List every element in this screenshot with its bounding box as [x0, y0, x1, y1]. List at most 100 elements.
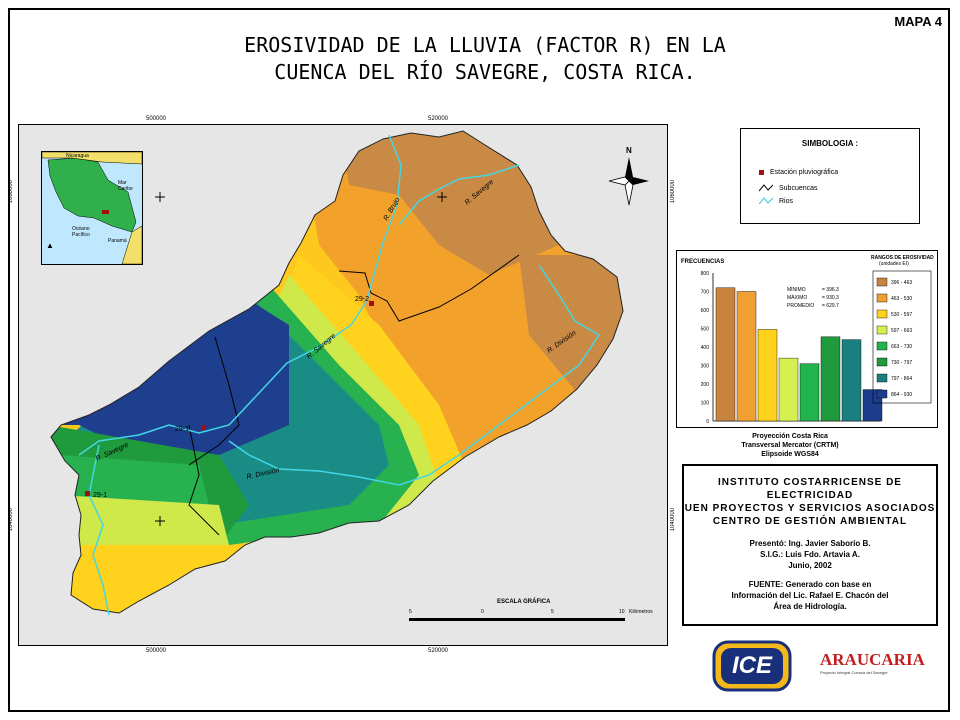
- chart-bar: [820, 336, 841, 422]
- legend-item-label: Estación pluviográfica: [770, 169, 839, 176]
- station-marker: [369, 301, 374, 306]
- projection-line: Elipsoide WGS84: [761, 451, 819, 458]
- credit-presento: Presentó: Ing. Javier Saborío B.: [749, 539, 871, 548]
- chart-legend-swatch: [876, 325, 888, 335]
- araucaria-subtitle: Proyecto Integral Cuenca del Savegre: [820, 670, 888, 675]
- scale-tick: 5: [551, 609, 554, 615]
- chart-legend-label: 730 - 797: [891, 360, 912, 366]
- inset-label-caribe: Mar Caribe: [118, 180, 133, 192]
- chart-legend-label: 463 - 530: [891, 296, 912, 302]
- chart-legend-label: 663 - 730: [891, 344, 912, 350]
- chart-y-tick-label: 800: [701, 271, 710, 277]
- chart-y-tick-label: 500: [701, 327, 710, 333]
- scale-tick: 10: [619, 609, 625, 615]
- chart-legend-subtitle: (unidades EI): [879, 261, 909, 267]
- map-title: EROSIVIDAD DE LA LLUVIA (FACTOR R) EN LA…: [215, 32, 755, 86]
- credit-date: Junio, 2002: [788, 561, 832, 570]
- projection-info: Proyección Costa Rica Transversal Mercat…: [690, 432, 890, 459]
- institution-line: CENTRO DE GESTIÓN AMBIENTAL: [712, 516, 908, 527]
- coord-x-bottom-left: 500000: [146, 648, 167, 654]
- chart-y-tick-label: 400: [701, 345, 710, 351]
- chart-y-tick-label: 300: [701, 364, 710, 370]
- chart-legend-swatch: [876, 373, 888, 383]
- chart-legend-swatch: [876, 341, 888, 351]
- grid-cross: [155, 192, 447, 526]
- inset-map: ▲ Nicaragua Mar Caribe Océano Pacífico P…: [41, 151, 143, 265]
- scale-title: ESCALA GRÁFICA: [497, 598, 551, 605]
- chart-y-tick-label: 700: [701, 290, 710, 296]
- subbasin-line-icon: [759, 184, 773, 192]
- institution-box: INSTITUTO COSTARRICENSE DE ELECTRICIDAD …: [682, 464, 938, 626]
- chart-stat-label: PROMEDIO: [787, 303, 814, 309]
- chart-legend-swatch: [876, 293, 888, 303]
- projection-line: Transversal Mercator (CRTM): [741, 442, 839, 449]
- credit-sig: S.I.G.: Luis Fdo. Artavia A.: [760, 550, 860, 559]
- araucaria-logo-text: ARAUCARIA: [820, 650, 925, 669]
- chart-legend-swatch: [876, 277, 888, 287]
- scale-tick: 0: [481, 609, 484, 615]
- station-label: 29-1: [175, 426, 189, 433]
- legend-item-label: Rios: [779, 197, 794, 205]
- title-line-2: CUENCA DEL RÍO SAVEGRE, COSTA RICA.: [274, 60, 696, 84]
- station-marker: [201, 425, 206, 430]
- chart-legend-swatch: [876, 389, 888, 399]
- inset-label-panama: Panamá: [108, 238, 127, 244]
- chart-legend-box: [872, 270, 932, 404]
- scale-unit: Kilómetros: [629, 609, 653, 615]
- coord-x-top-left: 500000: [146, 116, 167, 122]
- frequency-chart: FRECUENCIAS 800 700 600 500 400 300 200 100 0 MÍNI…: [681, 255, 934, 425]
- chart-stat-label: MÁXIMO: [787, 294, 807, 301]
- river-savegre: [78, 134, 402, 456]
- subbasin-line: [188, 424, 220, 536]
- inset-label-pacifico: Océano Pacífico: [72, 226, 90, 238]
- chart-bar: [778, 357, 799, 422]
- station-square-icon: [759, 170, 764, 175]
- chart-ylabel: FRECUENCIAS: [681, 259, 724, 265]
- river-division: [228, 264, 601, 486]
- basin-map: 29-2 29-1 29-1 R. Brujo R. Savegre R. Sa…: [50, 130, 653, 621]
- chart-stat-label: MÍNIMO: [787, 286, 806, 293]
- legend-item-label: Subcuencas: [779, 184, 818, 192]
- page-frame: [8, 8, 950, 712]
- coord-y-bottom-right: 1040000: [670, 508, 676, 532]
- legend-item: Estación pluviográfica: [759, 169, 838, 176]
- institution-line: INSTITUTO COSTARRICENSE DE ELECTRICIDAD: [718, 477, 902, 501]
- scale-bar: [409, 618, 625, 621]
- map-number-label: MAPA 4: [894, 14, 942, 29]
- station-label: 29-2: [355, 296, 369, 303]
- chart-bar: [799, 363, 820, 422]
- chart-legend-label: 597 - 663: [891, 328, 912, 334]
- inset-north-label: ▲: [46, 241, 54, 250]
- araucaria-logo: ARAUCARIA Proyecto Integral Cuenca del S…: [820, 650, 930, 675]
- chart-legend-label: 797 - 864: [891, 376, 912, 382]
- coord-x-top-right: 520000: [428, 116, 449, 122]
- chart-stat-value: = 930.3: [822, 295, 839, 301]
- ice-logo-text: ICE: [731, 652, 772, 679]
- chart-y-tick-label: 600: [701, 308, 710, 314]
- inset-label-nicaragua: Nicaragua: [66, 153, 89, 159]
- chart-bar: [736, 291, 757, 422]
- chart-bar: [715, 287, 736, 422]
- legend-box: SIMBOLOGIA : Estación pluviográfica Subc…: [740, 128, 920, 224]
- chart-y-tick-label: 200: [701, 382, 710, 388]
- chart-legend-title: RANGOS DE EROSIVIDAD: [871, 255, 934, 261]
- subbasin-line: [188, 336, 240, 466]
- coord-y-bottom-left: 1040000: [8, 508, 14, 532]
- chart-bar: [757, 329, 778, 422]
- chart-stat-value: = 396.3: [822, 287, 839, 293]
- river-line-icon: [759, 197, 773, 205]
- title-line-1: EROSIVIDAD DE LA LLUVIA (FACTOR R) EN LA: [244, 33, 726, 57]
- coord-y-top-left: 1060000: [8, 180, 14, 204]
- subbasin-line: [338, 254, 520, 322]
- chart-legend-label: 864 - 930: [891, 392, 912, 398]
- chart-legend-swatch: [876, 309, 888, 319]
- chart-legend-label: 530 - 597: [891, 312, 912, 318]
- legend-item: Subcuencas: [759, 184, 818, 192]
- legend-item: Rios: [759, 197, 793, 205]
- station-label: 29-1: [93, 492, 107, 499]
- map-frame: 29-2 29-1 29-1 R. Brujo R. Savegre R. Sa…: [18, 124, 668, 646]
- north-arrow-icon: [608, 157, 649, 206]
- chart-legend-label: 396 - 463: [891, 280, 912, 286]
- scale-tick: 5: [409, 609, 412, 615]
- source-line: Información del Lic. Rafael E. Chacón de…: [731, 591, 889, 600]
